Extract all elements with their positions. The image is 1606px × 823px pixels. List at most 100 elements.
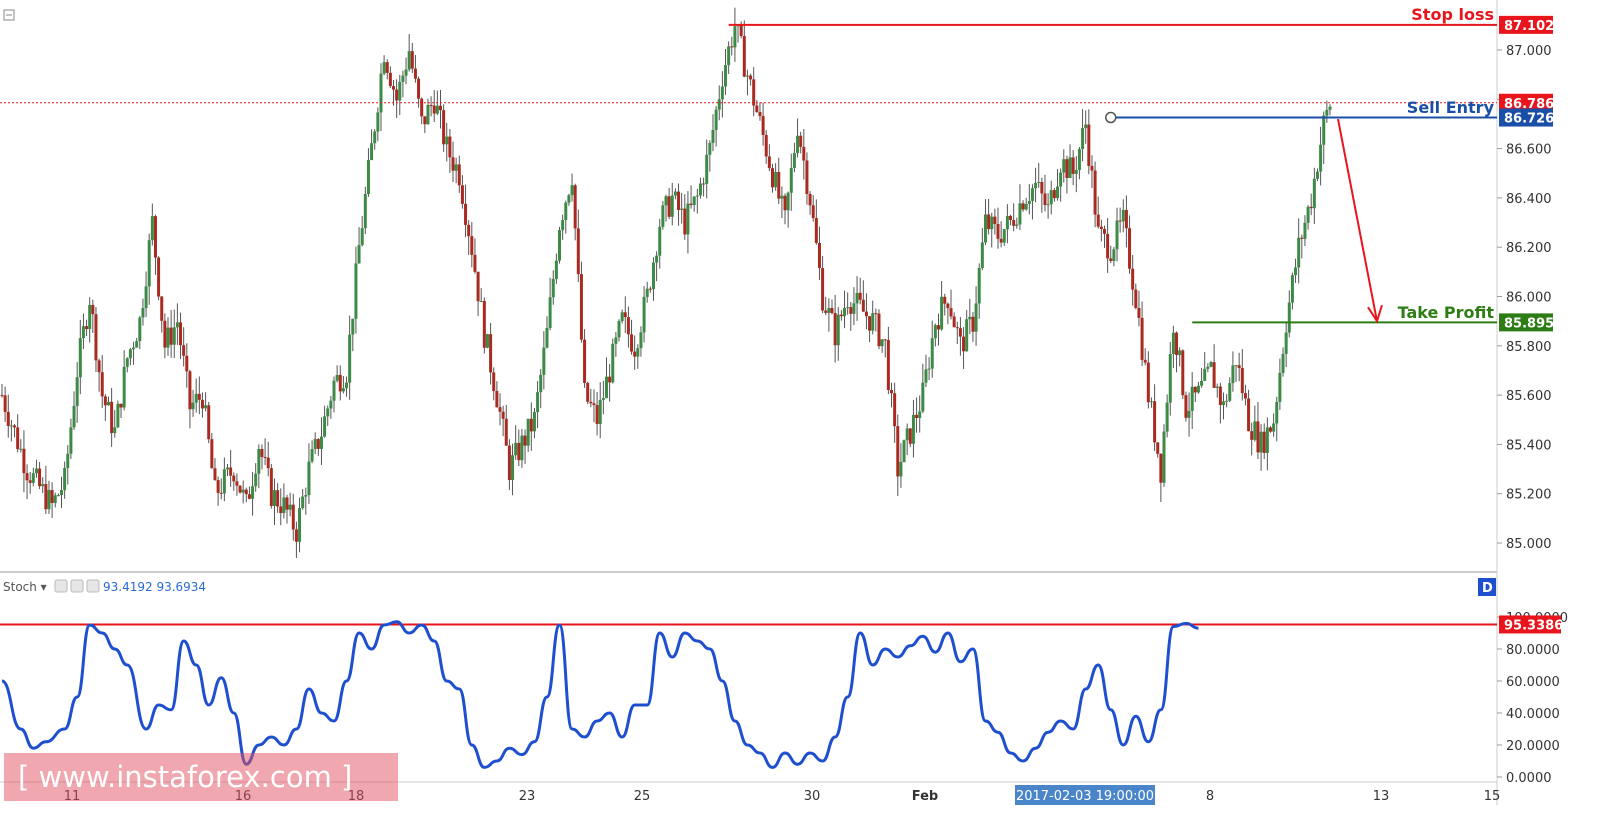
candle-body bbox=[849, 307, 853, 314]
candle-body bbox=[50, 490, 54, 503]
candle-body bbox=[470, 236, 474, 255]
candle-body bbox=[623, 312, 627, 318]
candle-body bbox=[492, 372, 496, 391]
candle-body bbox=[965, 319, 969, 352]
candle-body bbox=[811, 205, 815, 218]
candle-body bbox=[210, 439, 214, 469]
candle-body bbox=[830, 307, 834, 314]
price-tick-label: 85.200 bbox=[1506, 488, 1552, 503]
candle-body bbox=[13, 425, 17, 428]
candle-body bbox=[933, 325, 937, 339]
candle-body bbox=[1093, 170, 1097, 215]
candle-body bbox=[479, 300, 483, 302]
candle-body bbox=[38, 468, 42, 487]
candle-body bbox=[163, 320, 167, 348]
x-tick-label: 30 bbox=[804, 789, 821, 804]
candle-body bbox=[946, 303, 950, 309]
candle-body bbox=[977, 268, 981, 304]
candle-body bbox=[1275, 401, 1279, 424]
candle-body bbox=[88, 304, 92, 330]
candle-body bbox=[658, 226, 662, 256]
candle-body bbox=[442, 110, 446, 145]
candle-body bbox=[332, 380, 336, 401]
candle-body bbox=[792, 153, 796, 168]
candle-body bbox=[902, 440, 906, 462]
candle-body bbox=[698, 183, 702, 196]
level-label: Sell Entry bbox=[1407, 98, 1495, 117]
candle-body bbox=[329, 400, 333, 409]
stoch-readout: 93.4192 93.6934 bbox=[103, 580, 206, 594]
candle-body bbox=[545, 327, 549, 348]
candle-body bbox=[1290, 275, 1294, 303]
candle-body bbox=[363, 194, 367, 229]
candle-body bbox=[1243, 393, 1247, 399]
candle-body bbox=[1159, 453, 1163, 483]
candle-body bbox=[1168, 354, 1172, 403]
candle-body bbox=[376, 112, 380, 132]
candle-body bbox=[222, 469, 226, 494]
candle-body bbox=[417, 78, 421, 99]
candle-body bbox=[1030, 188, 1034, 202]
candle-body bbox=[395, 89, 399, 101]
candle-body bbox=[1102, 228, 1106, 234]
candle-body bbox=[282, 497, 286, 514]
candle-body bbox=[868, 316, 872, 331]
candle-body bbox=[645, 288, 649, 297]
candle-body bbox=[507, 445, 511, 480]
candle-body bbox=[695, 195, 699, 197]
candle-body bbox=[817, 242, 821, 269]
candle-body bbox=[1121, 209, 1125, 222]
candle-body bbox=[1165, 402, 1169, 432]
candle-body bbox=[1256, 421, 1260, 453]
candle-body bbox=[554, 260, 558, 279]
candle-body bbox=[489, 334, 493, 373]
candle-body bbox=[943, 296, 947, 304]
candle-body bbox=[1322, 115, 1326, 145]
candle-body bbox=[896, 426, 900, 477]
projection-arrowhead bbox=[1367, 304, 1383, 324]
candle-body bbox=[1234, 365, 1238, 367]
candle-body bbox=[1065, 159, 1069, 178]
candle-body bbox=[276, 490, 280, 507]
candle-body bbox=[401, 75, 405, 82]
candle-body bbox=[532, 412, 536, 432]
candle-body bbox=[780, 195, 784, 199]
candle-body bbox=[435, 105, 439, 114]
candle-body bbox=[1206, 366, 1210, 369]
candle-body bbox=[589, 401, 593, 404]
candle-body bbox=[1146, 362, 1150, 403]
candle-body bbox=[1225, 400, 1229, 402]
candle-body bbox=[1294, 267, 1298, 276]
candle-body bbox=[661, 205, 665, 227]
candle-body bbox=[464, 203, 468, 225]
candle-body bbox=[893, 393, 897, 427]
candle-body bbox=[752, 79, 756, 106]
candle-body bbox=[871, 313, 875, 331]
candle-body bbox=[595, 405, 599, 425]
level-label: Stop loss bbox=[1411, 5, 1494, 24]
candle-body bbox=[341, 388, 345, 392]
candle-body bbox=[864, 311, 868, 317]
candle-body bbox=[157, 257, 161, 297]
stoch-line bbox=[1, 620, 1199, 769]
candle-body bbox=[97, 360, 101, 373]
candle-body bbox=[19, 448, 23, 450]
candle-body bbox=[166, 327, 170, 348]
candle-body bbox=[1184, 395, 1188, 418]
candle-body bbox=[1200, 380, 1204, 386]
candle-body bbox=[601, 398, 605, 400]
candle-body bbox=[1024, 203, 1028, 210]
candle-body bbox=[996, 224, 1000, 239]
candle-body bbox=[232, 475, 236, 482]
candle-body bbox=[749, 75, 753, 80]
candle-body bbox=[1087, 124, 1091, 167]
candle-body bbox=[702, 183, 706, 185]
candle-body bbox=[1074, 170, 1078, 174]
price-tick-label: 85.400 bbox=[1506, 438, 1552, 453]
candle-body bbox=[630, 334, 634, 352]
candle-body bbox=[821, 268, 825, 311]
candle-body bbox=[41, 484, 45, 487]
candle-body bbox=[1090, 166, 1094, 171]
stochastic-panel: 0.000020.000040.000060.000080.0000100.00… bbox=[0, 578, 1568, 786]
